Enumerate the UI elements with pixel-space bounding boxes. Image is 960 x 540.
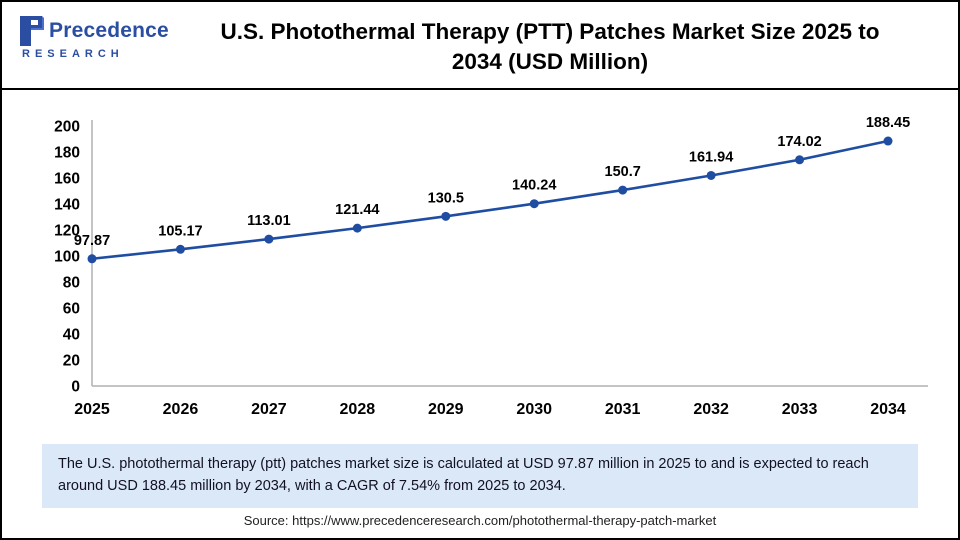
svg-text:2032: 2032 [693, 401, 729, 418]
source-text: Source: https://www.precedenceresearch.c… [243, 513, 717, 528]
svg-text:2027: 2027 [251, 401, 287, 418]
page-title: U.S. Photothermal Therapy (PTT) Patches … [220, 18, 880, 74]
svg-text:140: 140 [54, 197, 80, 214]
brand-logo: Precedence RESEARCH [18, 16, 169, 60]
svg-text:2034: 2034 [870, 401, 906, 418]
chart-title-area: U.S. Photothermal Therapy (PTT) Patches … [182, 12, 918, 82]
svg-text:2026: 2026 [163, 401, 199, 418]
svg-text:2031: 2031 [605, 401, 641, 418]
svg-text:80: 80 [63, 275, 80, 292]
svg-text:100: 100 [54, 249, 80, 266]
svg-text:40: 40 [63, 327, 80, 344]
svg-text:150.7: 150.7 [605, 164, 641, 180]
svg-text:113.01: 113.01 [247, 213, 291, 229]
line-chart: 0 20 40 60 80 100 120 140 160 180 200 2025 2026 2027 2… [54, 115, 928, 418]
svg-text:121.44: 121.44 [335, 202, 379, 218]
brand-name: Precedence [49, 19, 169, 42]
header: Precedence RESEARCH U.S. Photothermal Th… [2, 2, 958, 90]
svg-text:97.87: 97.87 [74, 233, 110, 249]
summary-text: The U.S. photothermal therapy (ptt) patc… [58, 456, 869, 494]
svg-text:174.02: 174.02 [777, 134, 821, 150]
brand-subtitle: RESEARCH [22, 48, 124, 60]
svg-text:2030: 2030 [516, 401, 552, 418]
svg-text:60: 60 [63, 301, 80, 318]
svg-text:105.17: 105.17 [158, 223, 202, 239]
chart-area: 0 20 40 60 80 100 120 140 160 180 200 2025 2026 2027 2… [30, 94, 934, 436]
summary-box: The U.S. photothermal therapy (ptt) patc… [42, 444, 918, 508]
svg-text:2033: 2033 [782, 401, 818, 418]
svg-text:180: 180 [54, 145, 80, 162]
svg-text:2028: 2028 [340, 401, 376, 418]
precedence-logo-icon [20, 16, 44, 46]
svg-text:160: 160 [54, 171, 80, 188]
svg-text:161.94: 161.94 [689, 149, 733, 165]
svg-text:200: 200 [54, 119, 80, 136]
svg-text:120: 120 [54, 223, 80, 240]
svg-text:2025: 2025 [74, 401, 110, 418]
svg-text:2029: 2029 [428, 401, 464, 418]
svg-text:20: 20 [63, 353, 80, 370]
svg-text:140.24: 140.24 [512, 178, 556, 194]
source-line: Source: https://www.precedenceresearch.c… [2, 513, 958, 528]
svg-text:188.45: 188.45 [866, 115, 910, 131]
svg-text:0: 0 [71, 379, 80, 396]
svg-text:130.5: 130.5 [428, 190, 464, 206]
